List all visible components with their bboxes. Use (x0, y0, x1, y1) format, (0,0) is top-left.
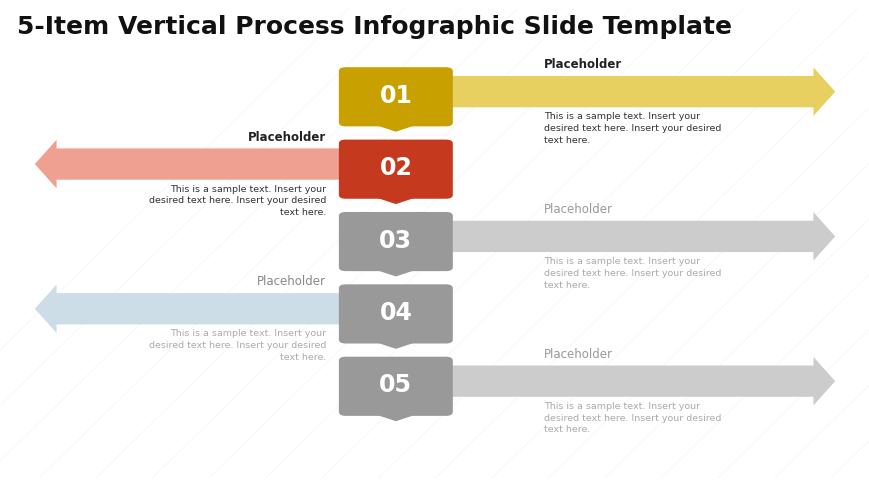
FancyArrow shape (35, 141, 346, 189)
FancyArrow shape (35, 285, 346, 333)
FancyArrow shape (446, 357, 834, 406)
Text: 05: 05 (379, 372, 412, 397)
Text: 01: 01 (379, 83, 412, 108)
Text: 02: 02 (379, 156, 412, 180)
Text: This is a sample text. Insert your
desired text here. Insert your desired
text h: This is a sample text. Insert your desir… (543, 401, 720, 433)
FancyBboxPatch shape (339, 141, 452, 199)
Polygon shape (368, 340, 423, 349)
Text: 04: 04 (379, 300, 412, 325)
Text: This is a sample text. Insert your
desired text here. Insert your desired
text h: This is a sample text. Insert your desir… (543, 112, 720, 144)
FancyArrow shape (446, 68, 834, 117)
Polygon shape (368, 412, 423, 421)
FancyBboxPatch shape (339, 213, 452, 271)
FancyBboxPatch shape (339, 357, 452, 416)
Text: 03: 03 (379, 228, 412, 252)
Text: This is a sample text. Insert your
desired text here. Insert your desired
text h: This is a sample text. Insert your desir… (149, 328, 326, 361)
Text: Placeholder: Placeholder (543, 203, 612, 216)
FancyArrow shape (446, 213, 834, 261)
FancyBboxPatch shape (339, 68, 452, 127)
Polygon shape (368, 267, 423, 277)
Text: This is a sample text. Insert your
desired text here. Insert your desired
text h: This is a sample text. Insert your desir… (149, 184, 326, 217)
Polygon shape (368, 196, 423, 204)
FancyBboxPatch shape (339, 285, 452, 344)
Polygon shape (368, 123, 423, 132)
Text: Placeholder: Placeholder (543, 58, 621, 71)
Text: Placeholder: Placeholder (543, 347, 612, 360)
Text: 5-Item Vertical Process Infographic Slide Template: 5-Item Vertical Process Infographic Slid… (17, 15, 732, 39)
Text: This is a sample text. Insert your
desired text here. Insert your desired
text h: This is a sample text. Insert your desir… (543, 257, 720, 289)
Text: Placeholder: Placeholder (257, 275, 326, 287)
Text: Placeholder: Placeholder (248, 130, 326, 143)
